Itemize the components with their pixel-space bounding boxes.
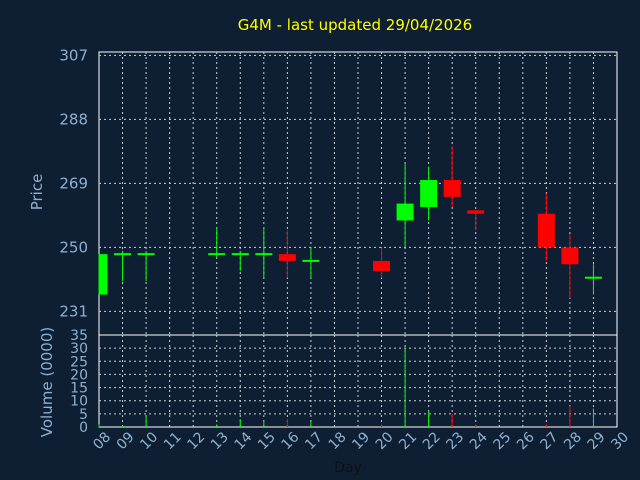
candle-body xyxy=(114,253,132,256)
volume-tick-label: 20 xyxy=(70,367,88,383)
candle-body xyxy=(278,254,296,261)
price-tick-label: 307 xyxy=(59,46,88,64)
volume-tick-label: 0 xyxy=(79,420,88,436)
candle-body xyxy=(373,260,391,271)
price-tick-label: 269 xyxy=(59,174,88,192)
candle-body xyxy=(99,254,108,295)
candle-body xyxy=(208,253,226,256)
candle-body xyxy=(396,203,414,221)
candle-body xyxy=(255,253,273,256)
volume-axis-label: Volume (0000) xyxy=(38,327,56,437)
price-tick-label: 288 xyxy=(59,110,88,128)
candle-body xyxy=(443,180,461,197)
price-tick-label: 231 xyxy=(59,302,88,320)
volume-tick-label: 30 xyxy=(70,341,88,357)
chart-title: G4M - last updated 29/04/2026 xyxy=(238,16,472,34)
volume-bars xyxy=(98,348,594,427)
price-tick-labels: 231 250 269 288 307 xyxy=(59,46,88,320)
candle-body xyxy=(420,180,438,207)
candle-body xyxy=(467,210,485,214)
volume-tick-label: 10 xyxy=(70,394,88,410)
candle-body xyxy=(561,247,579,265)
volume-tick-label: 35 xyxy=(70,328,88,344)
price-axis-label: Price xyxy=(28,174,46,211)
candle-body xyxy=(584,276,602,279)
candles xyxy=(98,146,602,298)
candle-body xyxy=(137,253,155,256)
volume-tick-label: 15 xyxy=(70,381,88,397)
volume-tick-label: 25 xyxy=(70,354,88,370)
candle-body xyxy=(537,213,555,248)
x-tick-labels: 08 09 10 11 12 13 14 15 16 17 18 19 20 21 22 23 24 25 26 27… xyxy=(90,429,632,453)
candle-body xyxy=(302,259,320,262)
grid-lines xyxy=(99,52,617,427)
x-axis-label: Day xyxy=(334,460,362,476)
volume-tick-label: 5 xyxy=(79,407,88,423)
price-tick-label: 250 xyxy=(59,238,88,256)
candle-body xyxy=(231,253,249,256)
